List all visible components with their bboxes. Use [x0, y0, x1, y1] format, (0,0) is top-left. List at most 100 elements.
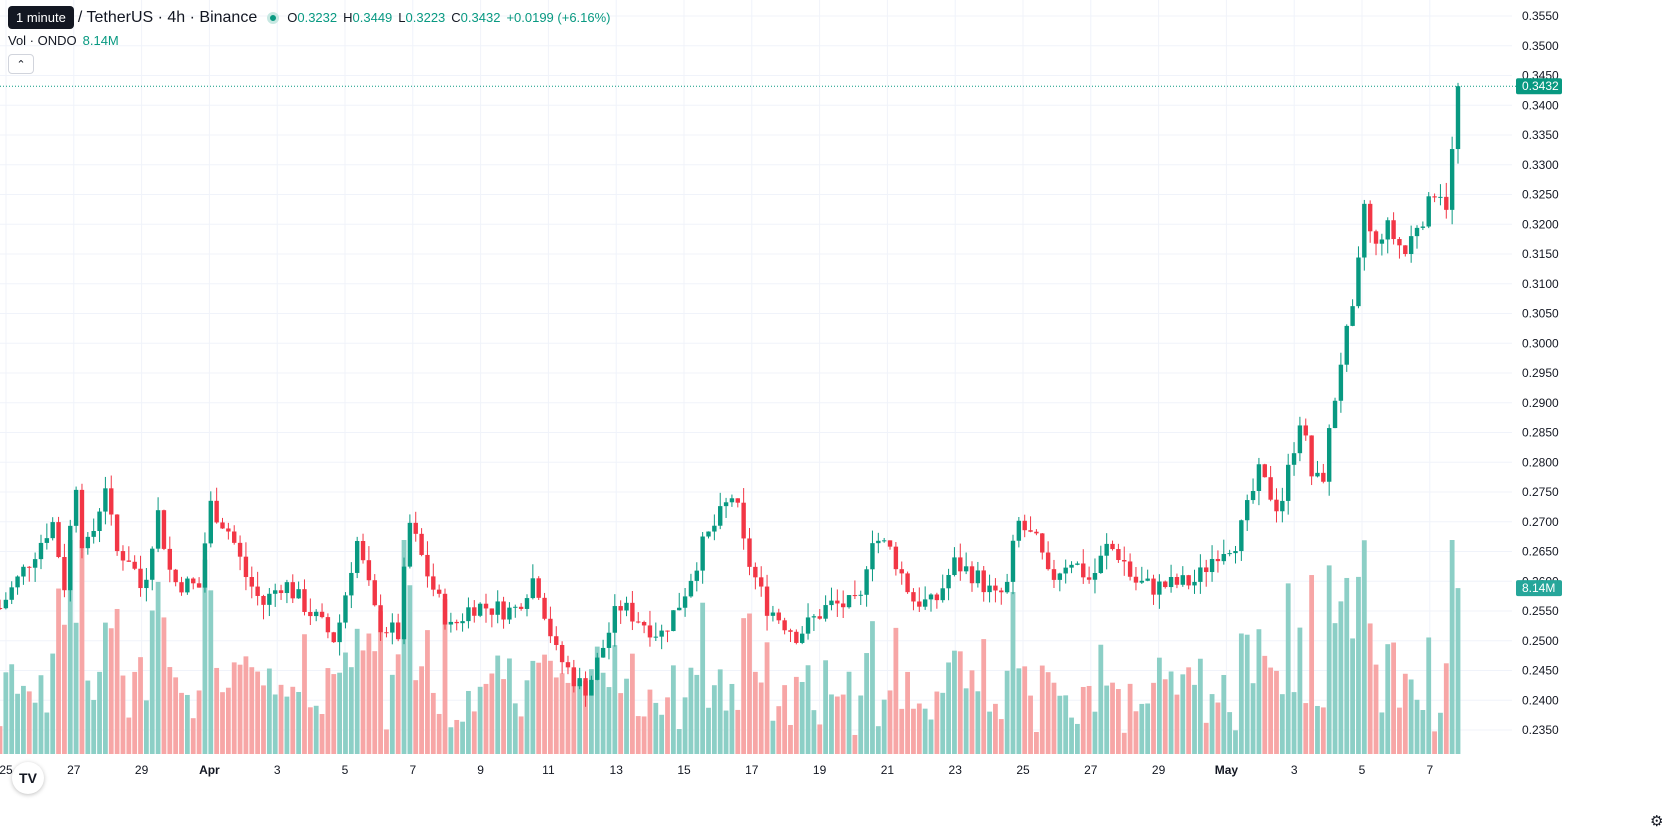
- volume-bar: [635, 716, 641, 754]
- volume-bar: [524, 680, 530, 754]
- volume-bar: [26, 691, 32, 754]
- candle-body: [712, 525, 717, 532]
- volume-bar: [290, 686, 296, 754]
- volume-bar: [284, 696, 290, 754]
- volume-bar: [220, 692, 225, 754]
- candle-body: [161, 510, 167, 549]
- tradingview-logo-icon[interactable]: TV: [12, 762, 44, 794]
- candle-body: [85, 536, 91, 549]
- time-tick-label: 5: [342, 763, 349, 777]
- candle-body: [1321, 472, 1326, 482]
- candle-body: [1127, 561, 1133, 577]
- candle-body: [688, 580, 694, 597]
- volume-bar: [1121, 732, 1127, 754]
- candle-body: [741, 502, 746, 539]
- candle-body: [1256, 464, 1262, 491]
- time-tick-label: 7: [1426, 763, 1433, 777]
- volume-bar: [425, 630, 430, 754]
- volume-bar: [114, 608, 120, 754]
- price-tick-label: 0.3300: [1522, 158, 1559, 172]
- candle-body: [1209, 558, 1215, 573]
- volume-bar: [1151, 682, 1156, 754]
- volume-bar: [840, 694, 846, 754]
- collapse-legend-button[interactable]: ⌃: [8, 54, 34, 74]
- volume-bar: [501, 679, 506, 754]
- volume-bar: [56, 588, 61, 754]
- time-axis[interactable]: 25 27 29 Apr 3 5 7 9 11 13 15 17 19 21 23 25 27 29 May 3 5 7: [0, 763, 1433, 777]
- candle-body: [577, 678, 582, 687]
- price-tick-label: 0.3000: [1522, 336, 1559, 350]
- volume-bar: [1268, 667, 1274, 754]
- volume-bar: [1162, 679, 1168, 754]
- volume-bar: [641, 716, 647, 754]
- volume-bar: [155, 581, 161, 754]
- price-axis[interactable]: 0.35500.35000.34500.34000.33500.33000.32…: [1522, 9, 1559, 737]
- volume-bar: [782, 685, 788, 754]
- volume-value: 8.14M: [82, 33, 119, 48]
- candle-body: [524, 598, 530, 609]
- candle-body: [466, 607, 471, 622]
- volume-bar: [805, 665, 811, 754]
- candle-body: [308, 611, 313, 617]
- candle-body: [1420, 226, 1426, 228]
- candle-body: [776, 612, 781, 621]
- low-label: L: [398, 10, 406, 25]
- candle-body: [969, 566, 975, 584]
- candle-body: [220, 522, 225, 529]
- volume-bar: [1338, 601, 1344, 754]
- volume-bar: [307, 707, 313, 754]
- candle-body: [905, 573, 910, 593]
- candle-body: [202, 543, 208, 588]
- volume-bar: [483, 683, 489, 754]
- candle-body: [840, 603, 846, 608]
- candle-body: [109, 488, 114, 515]
- candle-body: [1449, 149, 1455, 210]
- price-tick-label: 0.2950: [1522, 366, 1559, 380]
- time-tick-label: 3: [1291, 763, 1298, 777]
- candle-body: [595, 657, 600, 680]
- volume-bar: [1320, 707, 1326, 754]
- volume-bar: [360, 650, 366, 754]
- candle-body: [1291, 453, 1297, 465]
- volume-bar: [823, 660, 829, 754]
- candle-body: [313, 611, 319, 617]
- volume-bar: [407, 585, 413, 754]
- candle-body: [179, 582, 184, 593]
- volume-bar: [1110, 682, 1115, 754]
- volume-bar: [1092, 711, 1098, 754]
- volume-bar: [1145, 703, 1151, 754]
- volume-bar: [1432, 731, 1437, 754]
- volume-bar: [770, 720, 776, 754]
- volume-bar: [1233, 730, 1238, 754]
- candle-body: [237, 542, 243, 557]
- volume-bar: [1303, 703, 1309, 754]
- volume-bar: [372, 651, 378, 754]
- volume-bar: [957, 651, 963, 754]
- candle-body: [0, 608, 3, 610]
- volume-bar: [588, 669, 594, 754]
- candle-body: [1444, 196, 1449, 210]
- volume-bar: [553, 677, 559, 754]
- volume-bar: [1244, 634, 1250, 754]
- candle-body: [331, 632, 336, 643]
- time-tick-label: 25: [1016, 763, 1030, 777]
- candle-body: [436, 589, 442, 594]
- candle-body: [290, 582, 295, 599]
- volume-bar: [1385, 644, 1391, 754]
- volume-bar: [161, 617, 167, 754]
- volume-bar: [1420, 709, 1426, 754]
- candle-body: [952, 557, 957, 575]
- volume-bar: [1262, 655, 1268, 754]
- symbol-title[interactable]: / TetherUS · 4h · Binance: [77, 8, 258, 26]
- gear-icon[interactable]: ⚙: [1650, 813, 1664, 830]
- candle-body: [958, 557, 963, 572]
- volume-bar: [940, 692, 946, 754]
- volume-bar: [1192, 684, 1197, 754]
- candle-body: [647, 625, 653, 638]
- candle-body: [677, 607, 682, 611]
- candle-body: [987, 585, 992, 593]
- volume-bar: [530, 660, 536, 754]
- volume-bar: [1373, 664, 1379, 754]
- volume-bar: [1168, 671, 1174, 754]
